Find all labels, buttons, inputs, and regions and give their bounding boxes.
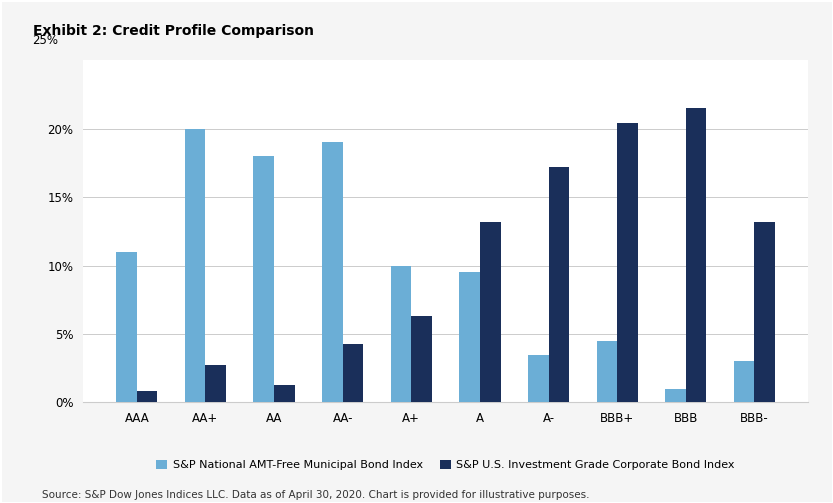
Bar: [549, 167, 569, 402]
Bar: [666, 389, 686, 402]
Text: Exhibit 2: Credit Profile Comparison: Exhibit 2: Credit Profile Comparison: [32, 24, 313, 38]
Text: 25%: 25%: [32, 34, 58, 47]
Bar: [686, 108, 706, 402]
Bar: [480, 222, 501, 402]
Bar: [342, 344, 363, 402]
Bar: [412, 316, 432, 402]
Bar: [274, 385, 295, 402]
Text: Source: S&P Dow Jones Indices LLC. Data as of April 30, 2020. Chart is provided : Source: S&P Dow Jones Indices LLC. Data …: [42, 490, 589, 500]
Bar: [117, 252, 137, 402]
Bar: [185, 129, 206, 402]
Bar: [253, 156, 274, 402]
Bar: [459, 273, 480, 402]
Bar: [137, 391, 157, 402]
Bar: [391, 266, 412, 402]
Legend: S&P National AMT-Free Municipal Bond Index, S&P U.S. Investment Grade Corporate : S&P National AMT-Free Municipal Bond Ind…: [152, 456, 740, 475]
Bar: [734, 361, 755, 402]
Bar: [617, 123, 638, 402]
Bar: [206, 366, 226, 402]
Bar: [322, 142, 342, 402]
Bar: [528, 355, 549, 402]
Bar: [755, 222, 775, 402]
Bar: [596, 341, 617, 402]
